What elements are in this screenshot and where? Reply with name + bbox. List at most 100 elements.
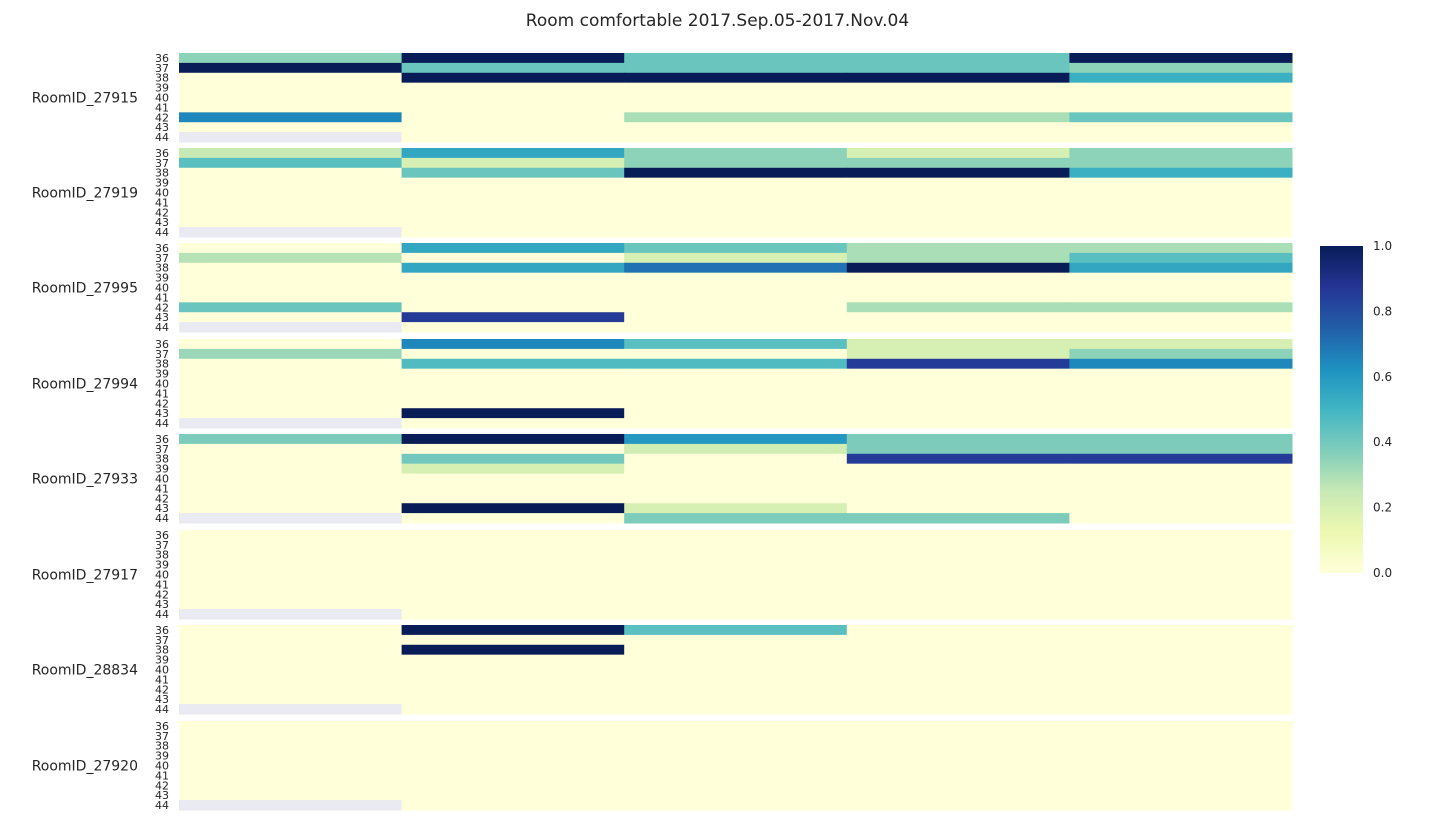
row-tick-label: 38 (155, 262, 169, 275)
row-tick-label: 39 (155, 559, 169, 572)
row-tick-label: 36 (155, 529, 169, 542)
heatmap-cell (1069, 559, 1293, 571)
heatmap-cell (401, 654, 625, 666)
row-tick-label: 39 (155, 463, 169, 476)
heatmap-cell (846, 609, 1070, 620)
room-label: RoomID_27994 (32, 377, 138, 393)
heatmap-cell (179, 625, 403, 636)
row-tick-label: 42 (155, 492, 169, 505)
heatmap-cell (846, 634, 1070, 646)
room-label: RoomID_27915 (32, 91, 138, 107)
heatmap-cell (624, 674, 848, 685)
heatmap-cell (846, 589, 1070, 600)
heatmap-cell (624, 207, 848, 218)
row-tick-label: 44 (155, 703, 169, 716)
heatmap-cell (846, 227, 1070, 238)
heatmap-cell (846, 790, 1070, 801)
row-tick-label: 41 (155, 673, 169, 686)
colorbar-tick-label: 0.4 (1373, 435, 1392, 449)
heatmap-cell (846, 770, 1070, 781)
heatmap-cell (1069, 704, 1293, 715)
row-tick-label: 38 (155, 549, 169, 562)
heatmap-cell (401, 625, 625, 636)
heatmap-cell (1069, 609, 1293, 620)
row-tick-label: 42 (155, 397, 169, 410)
heatmap-cell (1069, 800, 1293, 811)
row-tick-label: 40 (155, 760, 169, 773)
heatmap-cell (846, 322, 1070, 333)
row-tick-label: 37 (155, 62, 169, 75)
room-label: RoomID_27919 (32, 186, 138, 202)
heatmap-cell (1069, 463, 1293, 475)
heatmap-cell (401, 262, 625, 274)
heatmap-cell (846, 102, 1070, 113)
heatmap-cell (624, 503, 848, 514)
row-tick-label: 36 (155, 52, 169, 65)
heatmap-cell (401, 634, 625, 646)
heatmap-cell (179, 589, 403, 600)
heatmap-cell (179, 272, 403, 284)
heatmap-cell (624, 62, 848, 74)
heatmap-cell (179, 398, 403, 409)
heatmap-cell (846, 92, 1070, 103)
heatmap-cell (179, 790, 403, 801)
heatmap-cell (624, 790, 848, 801)
heatmap-cell (1069, 388, 1293, 399)
heatmap-cell (846, 493, 1070, 504)
heatmap-cell (1069, 322, 1293, 333)
row-tick-label: 38 (155, 453, 169, 466)
heatmap-cell (401, 187, 625, 198)
heatmap-cell (624, 157, 848, 169)
heatmap-cell (1069, 790, 1293, 801)
row-tick-label: 40 (155, 378, 169, 391)
heatmap-cell (624, 177, 848, 189)
heatmap-cell (179, 760, 403, 771)
row-tick-label: 39 (155, 82, 169, 95)
heatmap-cell (846, 167, 1070, 179)
colorbar (1320, 246, 1363, 573)
row-tick-label: 36 (155, 147, 169, 160)
heatmap-cell (846, 388, 1070, 399)
heatmap-cell (401, 302, 625, 313)
row-tick-label: 37 (155, 634, 169, 647)
heatmap-cell (179, 148, 403, 159)
heatmap-cell (846, 358, 1070, 370)
heatmap-cell (1069, 493, 1293, 504)
heatmap-cell (179, 207, 403, 218)
row-tick-label: 44 (155, 512, 169, 525)
heatmap-cell (401, 473, 625, 484)
heatmap-cell (401, 388, 625, 399)
heatmap-cell (1069, 177, 1293, 189)
heatmap-cell (624, 167, 848, 179)
heatmap-cell (401, 750, 625, 762)
heatmap-cell (401, 282, 625, 293)
heatmap-cell (179, 358, 403, 370)
heatmap-cell (1069, 398, 1293, 409)
heatmap-cell (179, 378, 403, 389)
heatmap-cell (624, 418, 848, 429)
heatmap-cell (1069, 148, 1293, 159)
row-tick-label: 41 (155, 196, 169, 209)
heatmap-cell (1069, 167, 1293, 179)
heatmap-cell (179, 579, 403, 590)
heatmap-cell (624, 589, 848, 600)
heatmap-cell (846, 112, 1070, 123)
heatmap-cell (401, 272, 625, 284)
row-tick-label: 44 (155, 131, 169, 144)
heatmap-cell (624, 339, 848, 350)
heatmap-cell (624, 262, 848, 274)
heatmap-cell (624, 197, 848, 208)
heatmap-cell (401, 197, 625, 208)
heatmap-cell (1069, 207, 1293, 218)
heatmap-cell (624, 549, 848, 561)
heatmap-cell (624, 72, 848, 84)
heatmap-cell (179, 92, 403, 103)
row-tick-label: 36 (155, 624, 169, 637)
heatmap-cell (1069, 740, 1293, 752)
heatmap-cell (846, 654, 1070, 666)
